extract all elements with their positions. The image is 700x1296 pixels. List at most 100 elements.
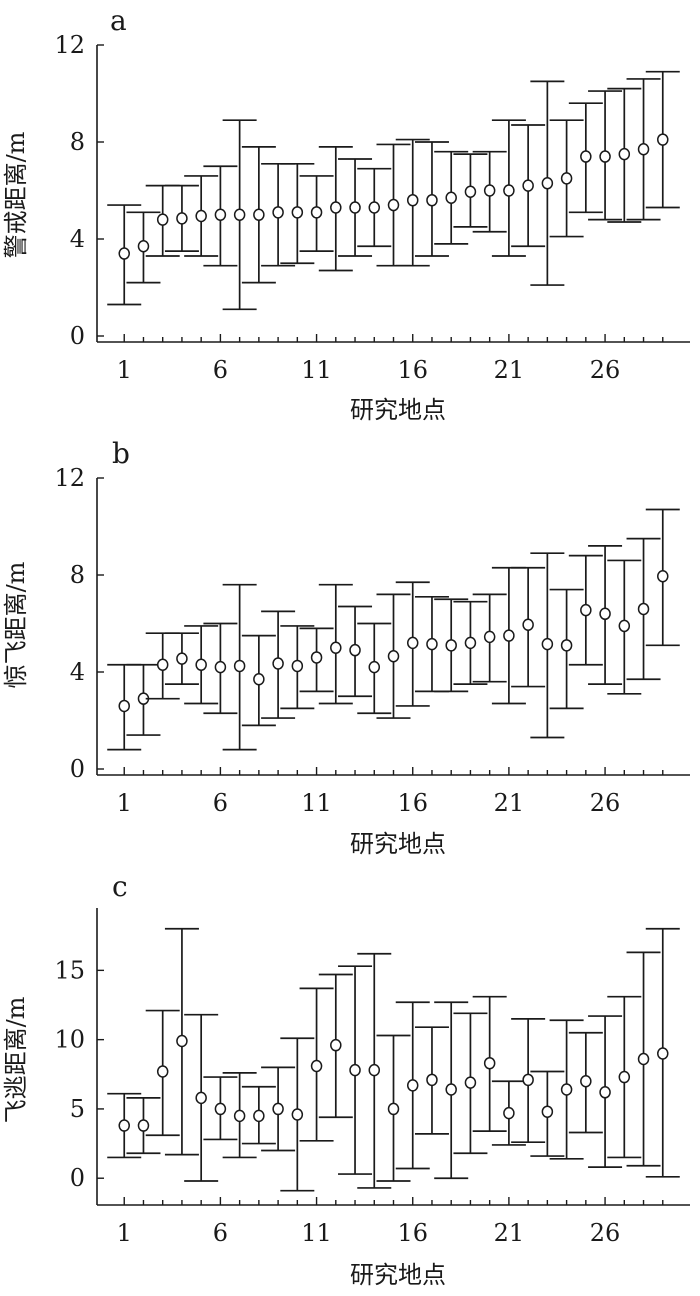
panel-c-mean-point (657, 1047, 669, 1060)
panel-b-mean-point (580, 603, 592, 617)
panel-b-x-tick-label: 6 (213, 789, 228, 817)
panel-b-y-tick-label: 0 (70, 755, 85, 783)
panel-c-mean-point (599, 1086, 611, 1099)
panel-a-mean-point (291, 206, 304, 219)
panel-a-x-tick-label: 26 (590, 356, 621, 384)
panel-b-label: b (112, 437, 130, 470)
panel-b-mean-point (233, 659, 246, 673)
panel-b-mean-point (406, 636, 419, 650)
panel-c-mean-point (426, 1073, 438, 1087)
panel-a-y-axis-title: 警戒距离/m (2, 131, 30, 258)
panel-a-y-tick-label: 8 (70, 128, 85, 156)
panel-c-y-tick-label: 10 (54, 1026, 85, 1054)
panel-a-y-tick-label: 0 (70, 322, 85, 350)
panel-a-x-axis-title: 研究地点 (350, 396, 446, 424)
panel-a-y-tick-label: 4 (70, 225, 85, 253)
panel-a-mean-point (503, 184, 515, 197)
panel-b-mean-point (599, 607, 611, 621)
panel-a-marks (107, 70, 680, 311)
panel-b-y-axis-title: 惊飞距离/m (2, 561, 30, 688)
panel-b-mean-point (118, 699, 130, 713)
panel-c-mean-point (253, 1109, 265, 1123)
panel-a-x-tick-label: 16 (397, 356, 428, 384)
panel-c-mean-point (176, 1034, 188, 1048)
panel-c-x-tick-label: 16 (397, 1219, 428, 1247)
panel-b-mean-point (503, 629, 515, 642)
panel-c-mean-point (580, 1074, 592, 1088)
panel-c-x-tick-label: 1 (117, 1219, 132, 1247)
panel-c-mean-point (387, 1102, 400, 1116)
panel-b-mean-point (349, 643, 361, 657)
panel-b-mean-point (272, 657, 284, 670)
panel-c-mean-point (445, 1083, 457, 1096)
panel-a-mean-point (118, 247, 130, 260)
panel-a-x-tick-label: 21 (494, 356, 525, 384)
panel-c-mean-point (156, 1065, 169, 1078)
panel-c-y-axis-title: 飞逃距离/m (2, 996, 30, 1123)
panel-b-mean-point (464, 636, 477, 650)
panel-b-mean-point (310, 651, 323, 664)
panel-c-y-tick-label: 5 (70, 1095, 85, 1123)
panel-b-mean-point (330, 641, 342, 654)
panel-c-x-tick-label: 11 (301, 1219, 332, 1247)
panel-b-mean-point (195, 658, 207, 671)
panel-b-mean-point (618, 619, 631, 633)
panel-c-marks (107, 927, 680, 1192)
panel-c-mean-point (137, 1119, 150, 1132)
panel-a-mean-point (368, 201, 381, 214)
panel-b-mean-point (291, 659, 304, 673)
panel-b-marks (107, 508, 680, 751)
panel-c-mean-point (195, 1091, 207, 1105)
panel-b-mean-point (426, 637, 438, 651)
panel-b-y-tick-label: 8 (70, 561, 85, 589)
panel-a-label: a (110, 4, 127, 37)
panel-c-mean-point (483, 1056, 496, 1070)
panel-c-label: c (112, 870, 128, 903)
panel-b-x-tick-label: 1 (117, 789, 132, 817)
panel-a-mean-point (426, 193, 438, 207)
panel-b-mean-point (637, 602, 650, 616)
panel-a-mean-point (330, 201, 342, 214)
panel-a-mean-point (137, 240, 150, 253)
panel-a-mean-point (310, 206, 323, 219)
panel-c-mean-point (406, 1079, 419, 1092)
panel-c-mean-point (291, 1108, 304, 1121)
panel-a-mean-point (445, 191, 457, 205)
panel-c-mean-point (637, 1052, 650, 1066)
panel-a-mean-point (464, 185, 477, 198)
panel-b-mean-point (176, 652, 188, 665)
panel-c-y-tick-label: 15 (54, 956, 85, 984)
panel-a-mean-point (253, 208, 265, 221)
panel-b-mean-point (156, 658, 169, 671)
panel-a-mean-point (387, 198, 400, 212)
panel-b-x-axis-title: 研究地点 (350, 830, 446, 858)
panel-a-mean-point (637, 143, 650, 156)
panel-b-x-tick-label: 16 (397, 789, 428, 817)
panel-c-mean-point (118, 1119, 130, 1132)
panel-a-mean-point (560, 172, 573, 185)
panel-b-x-tick-label: 21 (494, 789, 525, 817)
panel-a-x-tick-label: 11 (301, 356, 332, 384)
panel-b-mean-point (522, 618, 534, 631)
panel-c-y-tick-label: 0 (70, 1164, 85, 1192)
panel-a-mean-point (176, 212, 188, 225)
panel-b-mean-point (560, 639, 573, 652)
panel-a-mean-point (657, 133, 669, 146)
panel-c-mean-point (368, 1063, 381, 1077)
panel-c-x-axis-title: 研究地点 (350, 1261, 446, 1289)
panel-c-mean-point (503, 1106, 515, 1120)
panel-a-mean-point (195, 209, 207, 223)
panel-b-mean-point (214, 660, 227, 674)
panel-a-x-tick-label: 6 (213, 356, 228, 384)
panel-c-mean-point (560, 1083, 573, 1096)
panel-c-x-tick-label: 6 (213, 1219, 228, 1247)
panel-a-y-tick-label: 12 (54, 31, 85, 59)
panel-c-mean-point (233, 1109, 246, 1123)
panel-b-mean-point (483, 630, 496, 644)
panel-a-mean-point (599, 150, 611, 163)
panel-b-mean-point (253, 673, 265, 686)
